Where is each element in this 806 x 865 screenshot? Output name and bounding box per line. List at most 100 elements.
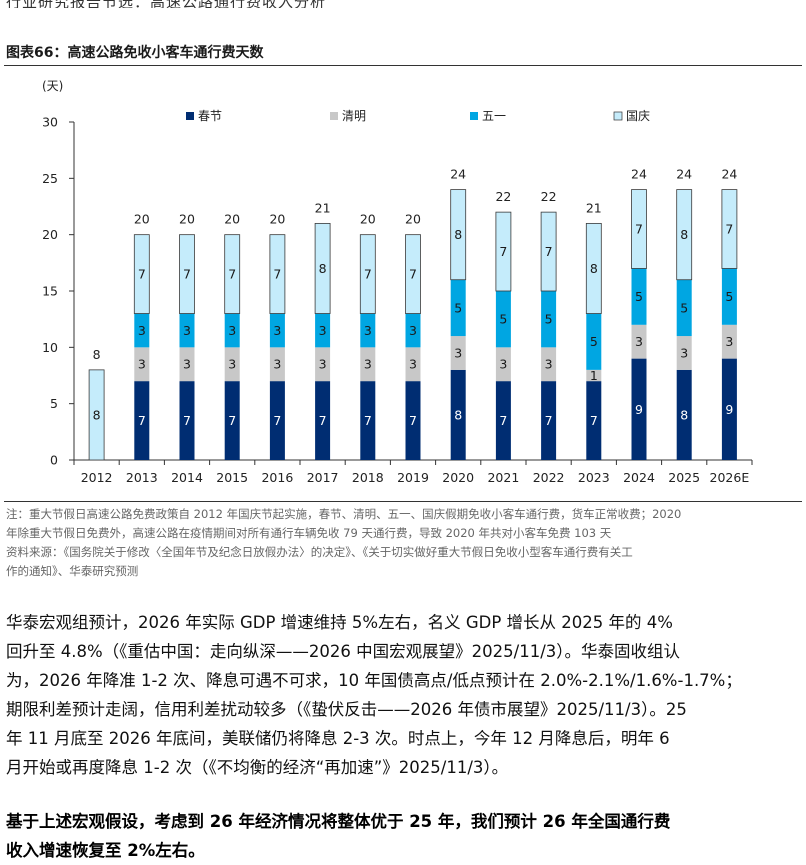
data-label: 5 [680,300,688,315]
data-label: 3 [228,323,236,338]
data-label: 3 [138,357,146,372]
paragraph-line: 基于上述宏观假设，考虑到 26 年经济情况将整体优于 25 年，我们预计 26 … [6,812,671,831]
bar-segment [541,291,557,348]
y-tick-label: 5 [50,396,58,411]
bar-segment [586,369,602,382]
bar-segment [586,381,602,460]
data-label: 7 [273,413,281,428]
paragraph-line: 收入增速恢复至 2%左右。 [6,841,205,860]
data-label: 7 [499,413,507,428]
legend-entry: 清明 [342,109,366,123]
y-tick-label: 30 [42,115,58,130]
total-label: 24 [450,167,466,182]
x-tick-label: 2013 [126,470,158,485]
bar-segment [134,347,150,382]
stacked-bar-chart: (天)春节 清明 五一 国庆05101520253088201273372020137… [42,79,753,485]
data-label: 3 [635,334,643,349]
bar-segment [269,234,286,314]
bar-segment [586,313,602,370]
paragraph-line: 回升至 4.8%（《重估中国：走向纵深——2026 中国宏观展望》2025/11… [6,642,681,661]
bar-segment [179,381,195,460]
paragraph-line: 年 11 月底至 2026 年底间，美联储仍将降息 2-3 次。时点上，今年 1… [6,729,670,748]
x-tick-label: 2023 [578,470,610,485]
x-tick-label: 2025 [668,470,700,485]
total-label: 24 [631,167,647,182]
bar-segment [360,347,376,382]
legend-entry: 国庆 [626,109,650,123]
legend-entry: 春节 [198,109,222,123]
data-label: 7 [228,413,236,428]
data-label: 7 [409,413,417,428]
data-label: 3 [183,323,191,338]
bar-segment [224,234,241,314]
bar-segment [315,381,331,460]
data-label: 3 [183,357,191,372]
y-tick-label: 0 [50,453,58,468]
total-label: 24 [721,167,737,182]
x-tick-label: 2026E [710,470,750,485]
bar-segment [631,358,647,460]
bar-segment [179,234,195,314]
data-label: 3 [138,323,146,338]
x-tick-label: 2016 [261,470,293,485]
data-label: 7 [183,267,191,282]
bar-segment [631,268,647,325]
bar-segment [495,291,511,348]
data-label: 3 [319,357,327,372]
body-paragraph-conclusion: 基于上述宏观假设，考虑到 26 年经济情况将整体优于 25 年，我们预计 26 … [6,807,802,865]
bar-segment [269,313,285,348]
data-label: 8 [454,227,462,242]
total-label: 20 [269,212,285,227]
bar-segment [721,189,738,269]
source-line: 资料来源：《国务院关于修改〈全国年节及纪念日放假办法〉的决定》、《关于切实做好重… [6,545,633,559]
paragraph-line: 为，2026 年降准 1-2 次、降息可遇不可求，10 年国债高点/低点预计在 … [6,671,742,690]
data-label: 8 [680,407,688,422]
data-label: 5 [545,312,553,327]
cut-off-header-text: 行业研究报告节选：高速公路通行费收入分析 [0,0,806,8]
legend-swatch [470,112,478,120]
bar-segment [405,313,421,348]
data-label: 8 [454,407,462,422]
x-tick-label: 2015 [216,470,248,485]
bar-segment [405,234,421,314]
data-label: 5 [454,300,462,315]
data-label: 7 [364,413,372,428]
bar-segment [134,313,150,348]
bar-segment [631,324,647,359]
x-tick-label: 2017 [307,470,339,485]
total-label: 20 [224,212,240,227]
data-label: 7 [364,267,372,282]
y-tick-label: 10 [42,340,58,355]
bar-segment [88,369,105,461]
paragraph-line: 月开始或再度降息 1-2 次（《不均衡的经济“再加速”》2025/11/3）。 [6,758,509,777]
total-label: 22 [541,189,557,204]
x-tick-label: 2024 [623,470,655,485]
x-tick-label: 2014 [171,470,203,485]
y-tick-label: 25 [42,171,58,186]
bar-segment [495,347,511,382]
data-label: 5 [499,312,507,327]
bar-segment [541,347,557,382]
data-label: 7 [138,267,146,282]
data-label: 9 [635,402,643,417]
data-label: 7 [545,413,553,428]
data-label: 3 [228,357,236,372]
data-label: 8 [93,407,101,422]
data-label: 5 [635,289,643,304]
legend-swatch [186,112,194,120]
total-label: 20 [360,212,376,227]
bar-segment [495,211,512,292]
bar-segment [179,313,195,348]
bar-segment [134,381,150,460]
bar-segment [585,222,602,314]
data-label: 3 [319,323,327,338]
data-label: 7 [138,413,146,428]
data-label: 5 [590,334,598,349]
bar-segment [360,313,376,348]
bar-segment [721,268,737,325]
data-label: 7 [183,413,191,428]
data-label: 7 [545,244,553,259]
bar-segment [631,189,647,269]
legend-swatch [613,111,623,121]
body-paragraph-macro: 华泰宏观组预计，2026 年实际 GDP 增速维持 5%左右，名义 GDP 增长… [6,608,802,782]
